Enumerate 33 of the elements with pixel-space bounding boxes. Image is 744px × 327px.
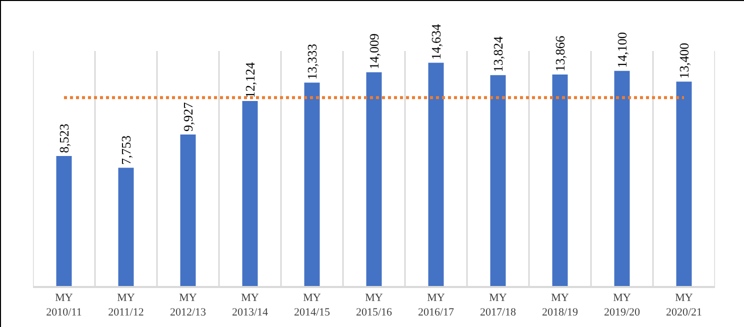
x-tick-label: MY 2015/16: [356, 292, 393, 318]
bar: [180, 134, 196, 286]
x-tick-label: MY 2020/21: [666, 292, 702, 318]
bar: [490, 75, 506, 286]
x-tick-label: MY 2014/15: [294, 292, 331, 318]
x-tick-label: MY 2011/12: [108, 292, 144, 318]
bar: [242, 101, 258, 286]
bar: [118, 168, 134, 286]
bar: [56, 156, 72, 286]
bar: [366, 72, 382, 286]
x-tick-label: MY 2012/13: [170, 292, 207, 318]
x-tick-label: MY 2013/14: [232, 292, 269, 318]
data-label: 8,523: [56, 124, 72, 153]
data-label: 13,824: [490, 36, 506, 72]
bar: [428, 62, 444, 286]
data-label: 13,333: [304, 44, 320, 80]
data-label: 7,753: [118, 135, 134, 165]
data-label: 13,400: [676, 42, 692, 79]
x-tick-label: MY 2016/17: [418, 292, 455, 318]
x-tick-label: MY 2019/20: [604, 292, 641, 318]
x-tick-label: MY 2018/19: [542, 292, 579, 318]
x-tick-label: MY 2010/11: [46, 292, 82, 318]
data-label: 12,124: [242, 62, 258, 98]
data-label: 14,634: [428, 24, 444, 60]
bar: [552, 74, 568, 286]
bar: [676, 82, 692, 286]
data-label: 13,866: [552, 35, 568, 72]
data-label: 14,100: [614, 32, 630, 68]
data-label: 14,009: [366, 34, 382, 70]
data-label: 9,927: [180, 102, 196, 132]
bar: [614, 70, 630, 286]
x-tick-label: MY 2017/18: [480, 292, 517, 318]
bar: [304, 82, 320, 286]
